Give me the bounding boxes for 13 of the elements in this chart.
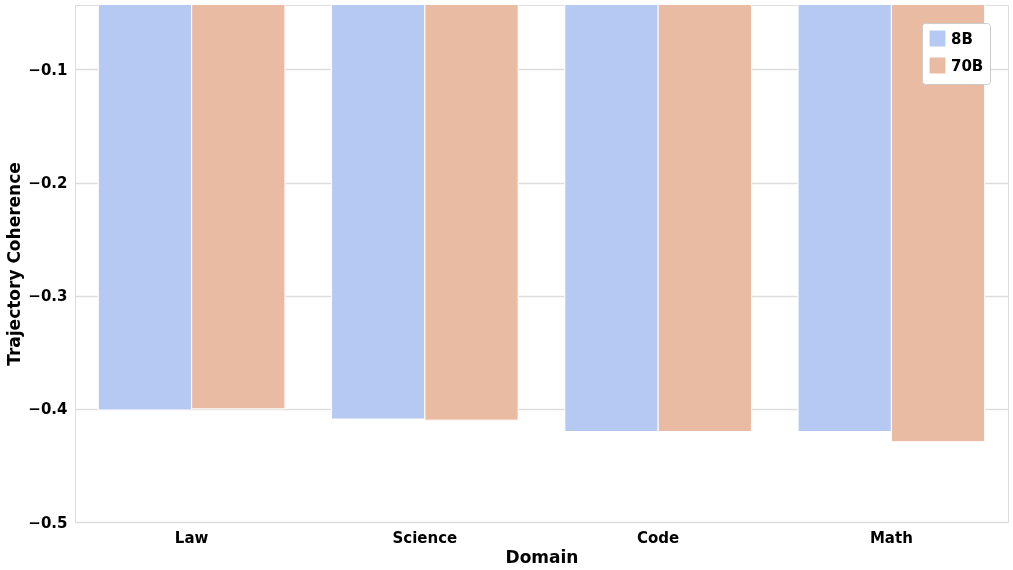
x-tick-label: Math xyxy=(869,528,913,547)
y-tick-label: −0.4 xyxy=(28,400,68,419)
legend-label: 8B xyxy=(951,29,973,48)
x-axis-title: Domain xyxy=(505,546,579,567)
y-tick-label: −0.3 xyxy=(28,287,68,306)
x-tick-label: Law xyxy=(174,528,209,547)
y-tick-label: −0.5 xyxy=(28,513,68,532)
y-tick-label: −0.1 xyxy=(28,60,68,79)
x-tick-label: Science xyxy=(392,528,458,547)
x-tick-label: Code xyxy=(637,528,680,547)
y-tick-label: −0.2 xyxy=(28,174,68,193)
y-axis-title: Trajectory Coherence xyxy=(4,162,25,366)
legend-label: 70B xyxy=(951,56,984,75)
